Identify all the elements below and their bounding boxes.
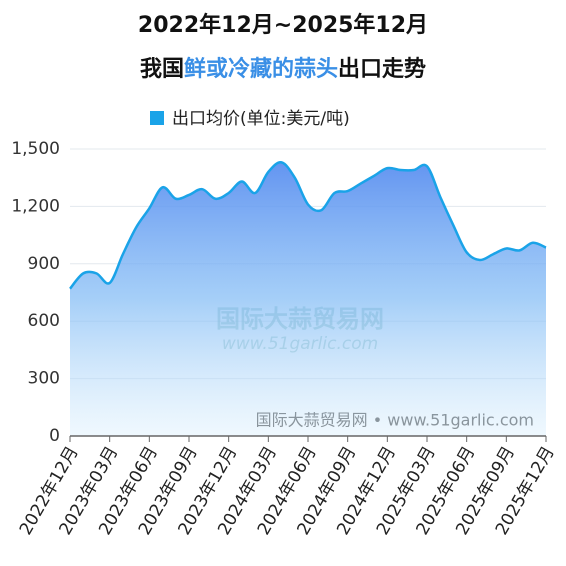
chart-subtitle: 我国鲜或冷藏的蒜头出口走势 <box>140 56 426 82</box>
y-tick-label: 300 <box>28 369 60 389</box>
legend-swatch <box>150 111 164 125</box>
y-tick-label: 1,500 <box>11 139 60 159</box>
subtitle-part: 我国 <box>140 57 184 82</box>
area-fill <box>70 162 546 436</box>
subtitle-part: 出口走势 <box>338 56 426 82</box>
y-tick-label: 0 <box>49 426 60 446</box>
line <box>69 161 547 290</box>
y-tick-label: 600 <box>28 311 60 331</box>
y-tick-label: 1,200 <box>11 196 60 216</box>
legend-label: 出口均价(单位:美元/吨) <box>172 109 350 129</box>
y-tick-label: 900 <box>28 254 60 274</box>
subtitle-highlight: 鲜或冷藏的蒜头 <box>184 56 338 82</box>
chart-title: 2022年12月~2025年12月 <box>138 12 428 38</box>
